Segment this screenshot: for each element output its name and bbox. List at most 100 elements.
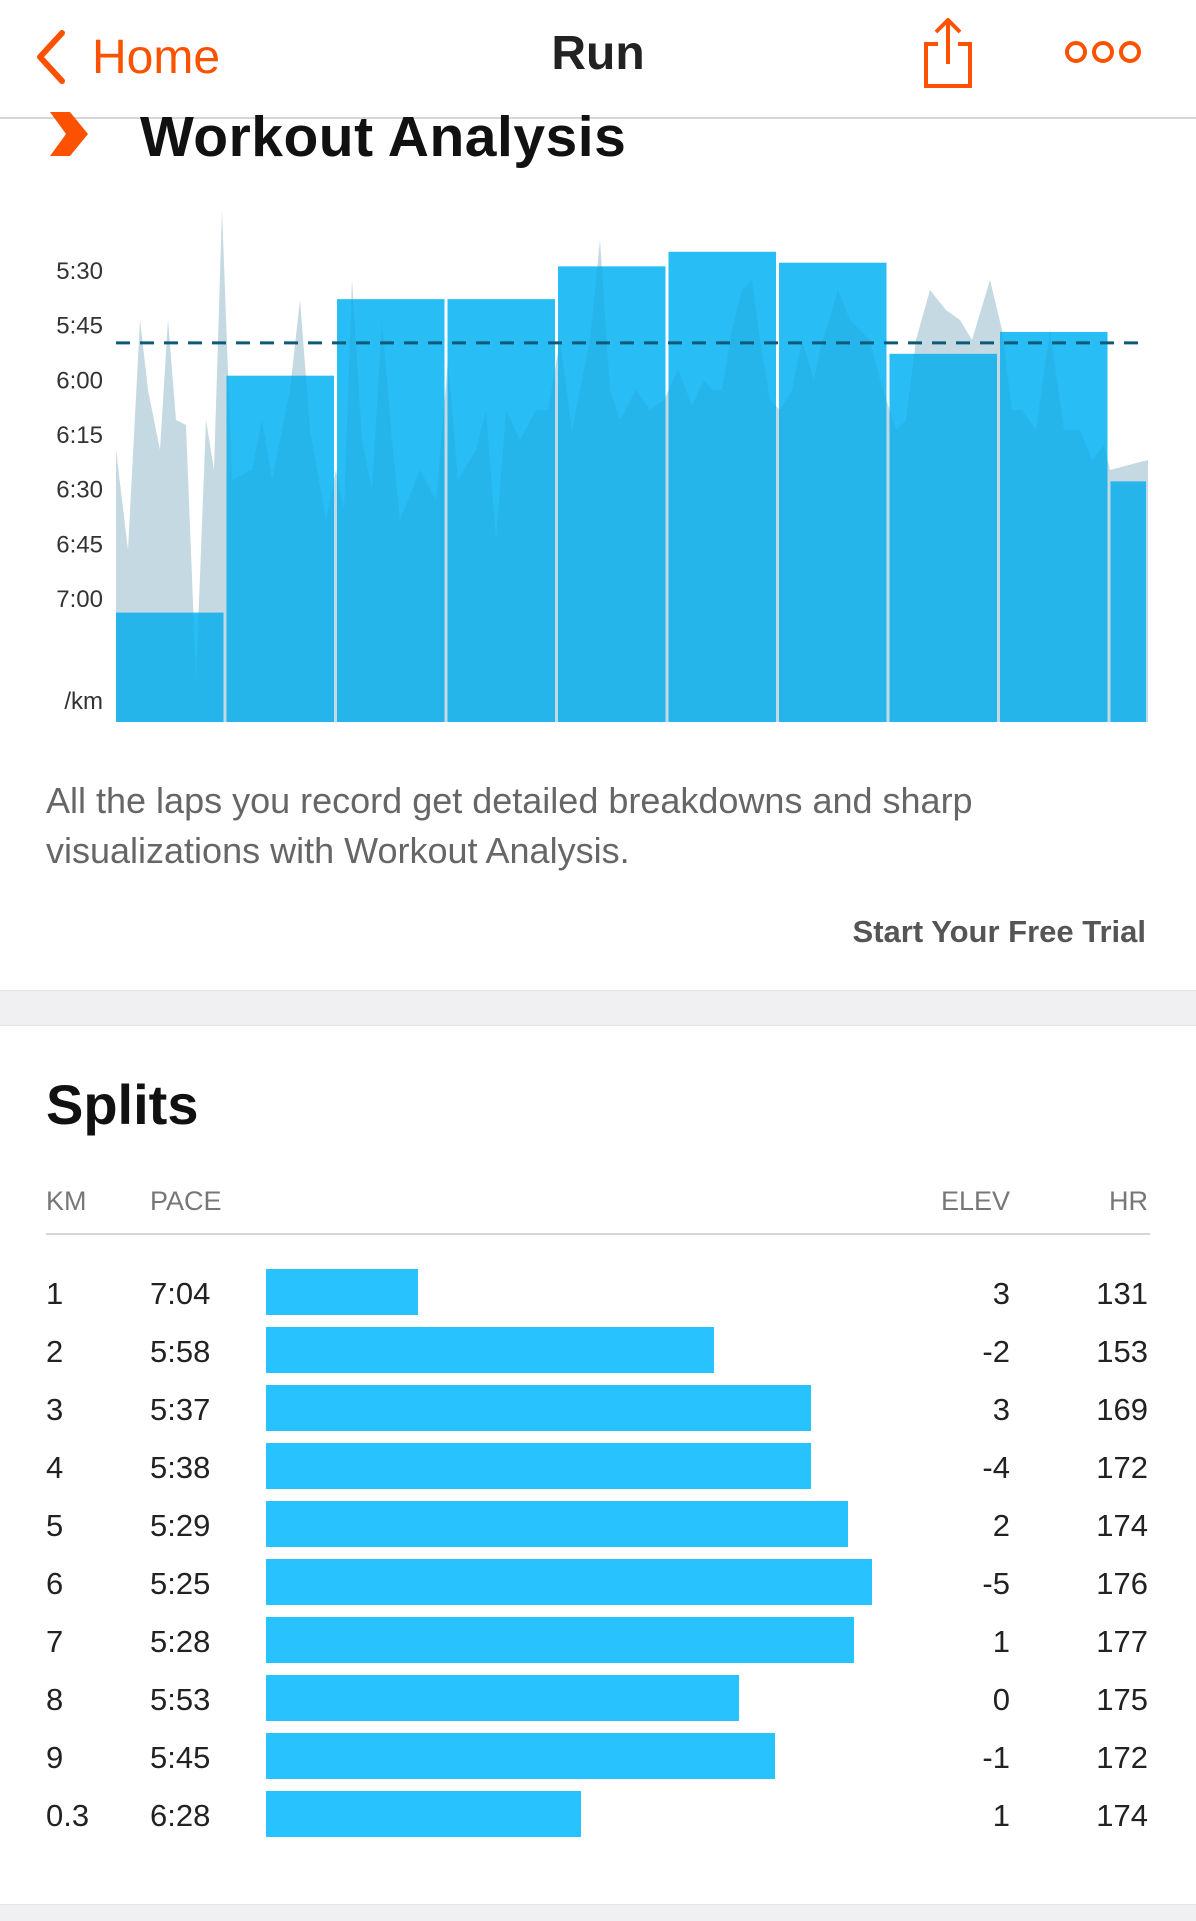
lap-bar xyxy=(668,251,776,722)
back-label: Home xyxy=(92,30,221,84)
split-pace: 5:53 xyxy=(150,1682,211,1717)
split-pace: 7:04 xyxy=(150,1276,211,1311)
split-elev: 1 xyxy=(992,1624,1010,1659)
split-km: 1 xyxy=(46,1276,64,1311)
split-elev: -5 xyxy=(982,1566,1010,1601)
raw-pace-overlay xyxy=(116,210,1148,722)
split-pace-bar xyxy=(266,1559,872,1605)
split-pace-bar xyxy=(266,1675,739,1721)
column-header-elev: ELEV xyxy=(940,1186,1010,1216)
workout-analysis-title: Workout Analysis xyxy=(140,105,627,169)
split-hr: 131 xyxy=(1096,1276,1148,1311)
table-row: 8 5:53 0 175 xyxy=(0,1674,1196,1732)
split-pace-bar xyxy=(266,1443,811,1489)
share-icon[interactable] xyxy=(920,16,976,90)
split-pace-bar xyxy=(266,1733,775,1779)
y-axis: 5:30 5:45 6:00 6:15 6:30 6:45 7:00 xyxy=(56,258,103,613)
table-row: 4 5:38 -4 172 xyxy=(0,1442,1196,1500)
more-options-icon[interactable] xyxy=(1064,34,1142,70)
split-pace: 5:58 xyxy=(150,1334,211,1369)
nav-bar: Home Run xyxy=(0,0,1196,119)
y-tick-label: 5:30 xyxy=(56,258,103,285)
split-elev: 2 xyxy=(992,1508,1010,1543)
lap-bar xyxy=(116,612,224,722)
table-row: 2 5:58 -2 153 xyxy=(0,1326,1196,1384)
splits-title: Splits xyxy=(46,1073,199,1136)
table-row: 3 5:37 3 169 xyxy=(0,1384,1196,1442)
split-km: 5 xyxy=(46,1508,64,1543)
split-elev: 3 xyxy=(992,1276,1010,1311)
table-row: 7 5:28 1 177 xyxy=(0,1616,1196,1674)
lap-bar xyxy=(889,353,997,722)
split-hr: 175 xyxy=(1096,1682,1148,1717)
split-pace-bar xyxy=(266,1791,581,1837)
split-pace-bar xyxy=(266,1385,811,1431)
y-tick-label: 6:45 xyxy=(56,531,103,558)
split-hr: 174 xyxy=(1096,1798,1148,1833)
y-tick-label: 7:00 xyxy=(56,586,103,613)
table-row: 1 7:04 3 131 xyxy=(0,1268,1196,1326)
split-elev: 0 xyxy=(992,1682,1010,1717)
chevron-left-icon xyxy=(37,30,65,84)
split-elev: 3 xyxy=(992,1392,1010,1427)
split-pace-bar xyxy=(266,1327,714,1373)
lap-bar xyxy=(226,375,334,722)
split-pace: 5:45 xyxy=(150,1740,211,1775)
split-km: 7 xyxy=(46,1624,64,1659)
table-row: 6 5:25 -5 176 xyxy=(0,1558,1196,1616)
y-tick-label: 6:15 xyxy=(56,422,103,449)
section-divider xyxy=(0,990,1196,1026)
split-pace-bar xyxy=(266,1269,418,1315)
split-hr: 177 xyxy=(1096,1624,1148,1659)
start-free-trial-link[interactable]: Start Your Free Trial xyxy=(852,914,1146,949)
column-header-pace: PACE xyxy=(150,1186,222,1216)
split-km: 0.3 xyxy=(46,1798,90,1833)
split-km: 6 xyxy=(46,1566,64,1601)
split-pace: 5:37 xyxy=(150,1392,211,1427)
split-pace-bar xyxy=(266,1501,848,1547)
chevron-right-icon xyxy=(50,112,88,156)
page-title: Run xyxy=(551,27,645,80)
lap-bar xyxy=(337,299,445,722)
y-tick-label: 6:00 xyxy=(56,367,103,394)
split-km: 8 xyxy=(46,1682,64,1717)
lap-bar xyxy=(1000,331,1108,722)
y-tick-label: 6:30 xyxy=(56,477,103,504)
workout-analysis-chart: 5:30 5:45 6:00 6:15 6:30 6:45 7:00 /km xyxy=(56,210,1148,722)
split-elev: -4 xyxy=(982,1450,1010,1485)
lap-bar xyxy=(447,299,555,722)
y-axis-unit: /km xyxy=(64,688,103,715)
split-km: 9 xyxy=(46,1740,64,1775)
lap-bars xyxy=(116,251,1146,722)
split-km: 4 xyxy=(46,1450,64,1485)
split-elev: -1 xyxy=(982,1740,1010,1775)
table-row: 9 5:45 -1 172 xyxy=(0,1732,1196,1790)
y-tick-label: 5:45 xyxy=(56,313,103,340)
column-header-km: KM xyxy=(46,1186,87,1216)
lap-bar xyxy=(779,262,887,722)
split-pace: 5:38 xyxy=(150,1450,211,1485)
split-km: 2 xyxy=(46,1334,64,1369)
table-row: 0.3 6:28 1 174 xyxy=(0,1790,1196,1848)
back-button[interactable]: Home xyxy=(34,22,220,92)
split-pace: 5:29 xyxy=(150,1508,211,1543)
section-divider xyxy=(0,1904,1196,1921)
split-hr: 169 xyxy=(1096,1392,1148,1427)
split-pace: 6:28 xyxy=(150,1798,211,1833)
split-pace: 5:25 xyxy=(150,1566,211,1601)
split-hr: 172 xyxy=(1096,1450,1148,1485)
split-elev: 1 xyxy=(992,1798,1010,1833)
split-km: 3 xyxy=(46,1392,64,1427)
split-hr: 172 xyxy=(1096,1740,1148,1775)
split-pace-bar xyxy=(266,1617,854,1663)
split-hr: 153 xyxy=(1096,1334,1148,1369)
workout-analysis-description: All the laps you record get detailed bre… xyxy=(46,780,973,871)
split-hr: 176 xyxy=(1096,1566,1148,1601)
split-hr: 174 xyxy=(1096,1508,1148,1543)
column-header-hr: HR xyxy=(1109,1186,1148,1216)
header-divider xyxy=(46,1233,1150,1235)
split-pace: 5:28 xyxy=(150,1624,211,1659)
lap-bar xyxy=(1110,481,1146,722)
split-elev: -2 xyxy=(982,1334,1010,1369)
table-row: 5 5:29 2 174 xyxy=(0,1500,1196,1558)
